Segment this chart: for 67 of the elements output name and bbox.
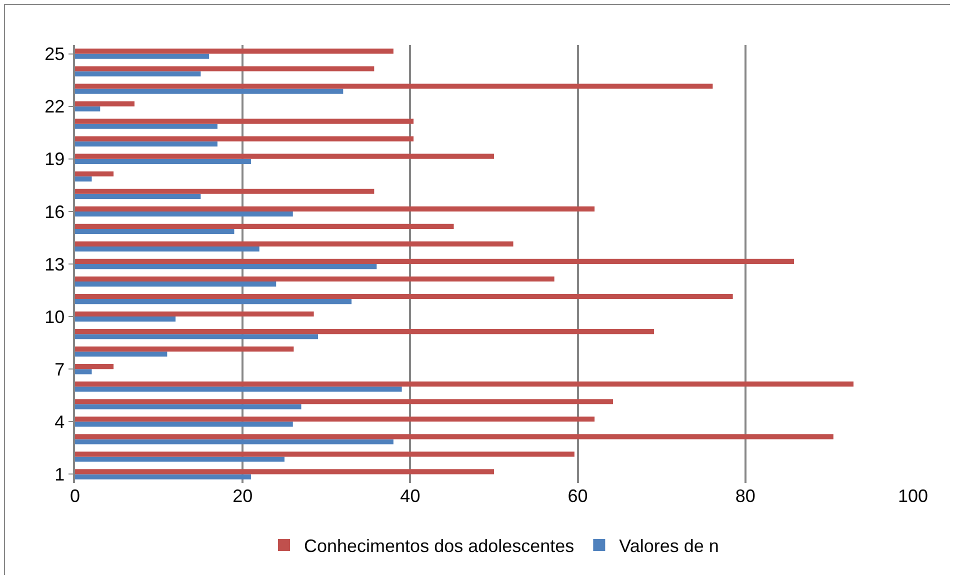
bar — [75, 211, 293, 217]
bar — [75, 264, 377, 270]
bar — [75, 84, 713, 89]
y-tick-label: 25 — [44, 44, 65, 64]
legend-label: Conhecimentos dos adolescentes — [304, 536, 574, 556]
x-tick-label: 80 — [735, 486, 756, 506]
y-tick-label: 22 — [44, 96, 65, 117]
bar — [75, 176, 92, 182]
y-tick-label: 13 — [44, 254, 65, 274]
bar — [75, 434, 834, 440]
bar — [75, 399, 613, 404]
bar — [75, 54, 210, 59]
bar — [75, 241, 514, 246]
y-tick-label: 7 — [54, 359, 65, 380]
y-tick-label: 19 — [44, 149, 65, 170]
bar — [75, 124, 218, 129]
bar — [75, 316, 176, 322]
bar — [75, 416, 595, 422]
bar — [75, 258, 794, 264]
bar — [75, 329, 654, 334]
bar — [75, 118, 414, 124]
bar — [75, 422, 293, 427]
bar — [75, 282, 276, 287]
bar — [75, 474, 251, 480]
bar — [75, 311, 314, 317]
bar — [75, 386, 402, 392]
bar — [75, 452, 574, 457]
bar — [75, 188, 374, 194]
bar — [75, 158, 251, 164]
bar — [75, 101, 134, 106]
bar — [75, 364, 114, 370]
y-tick-label: 10 — [44, 306, 65, 327]
bar — [75, 439, 394, 444]
x-tick-label: 20 — [232, 486, 253, 506]
bar — [75, 224, 454, 229]
y-tick-label: 4 — [54, 412, 65, 432]
x-tick-label: 0 — [70, 486, 80, 506]
bar — [75, 469, 494, 474]
bar — [75, 404, 302, 410]
bar — [75, 206, 595, 212]
bar — [75, 71, 201, 76]
bar — [75, 246, 260, 252]
bar — [75, 334, 318, 340]
bar — [75, 276, 554, 282]
bar — [75, 456, 284, 462]
x-tick-label: 40 — [400, 486, 420, 506]
x-tick-label: 100 — [898, 486, 928, 506]
bar — [75, 88, 344, 94]
bar — [75, 352, 168, 357]
bar — [75, 382, 854, 387]
bar — [75, 136, 414, 142]
bar — [75, 228, 234, 234]
bar — [75, 194, 201, 199]
bar — [75, 106, 100, 112]
bar — [75, 48, 394, 54]
bar — [75, 66, 374, 72]
y-tick-label: 16 — [44, 202, 65, 222]
bar — [75, 294, 733, 300]
bar — [75, 299, 352, 304]
y-tick-label: 1 — [54, 464, 65, 485]
bar — [75, 154, 494, 159]
bar — [75, 369, 92, 374]
bar — [75, 346, 294, 352]
bar — [75, 171, 114, 176]
x-tick-label: 60 — [568, 486, 588, 506]
legend-label: Valores de n — [619, 536, 719, 556]
bar — [75, 141, 218, 146]
